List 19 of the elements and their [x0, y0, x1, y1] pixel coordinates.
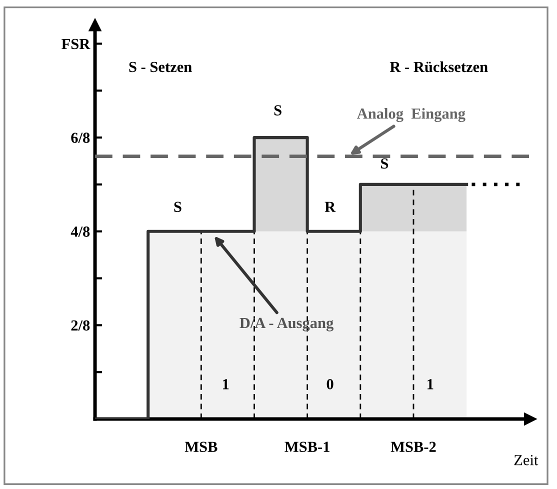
ref-line-label: Analog Eingang	[356, 108, 466, 122]
annotation: S - Setzen	[129, 62, 192, 72]
annotation: 1	[428, 379, 434, 390]
annotation: S	[274, 105, 282, 116]
annotation: 1	[223, 379, 229, 390]
annotation: R - Rücksetzen	[390, 61, 488, 72]
annotation: S	[174, 202, 182, 212]
y-tick-label: 6/8	[71, 132, 90, 143]
x-tick-label: MSB	[184, 442, 218, 452]
y-tick-label: 4/8	[70, 226, 90, 237]
annotation: D/A - Ausgang	[240, 318, 334, 332]
y-tick-label: FSR	[62, 38, 90, 50]
y-tick-label: 2/8	[71, 320, 90, 331]
x-tick-label: MSB-2	[390, 442, 436, 452]
annotation: S	[381, 158, 388, 169]
x-tick-label: MSB-1	[284, 442, 330, 452]
annotation: R	[324, 202, 336, 212]
x-axis-title: Zeit	[514, 454, 538, 466]
annotation: 0	[326, 379, 334, 390]
